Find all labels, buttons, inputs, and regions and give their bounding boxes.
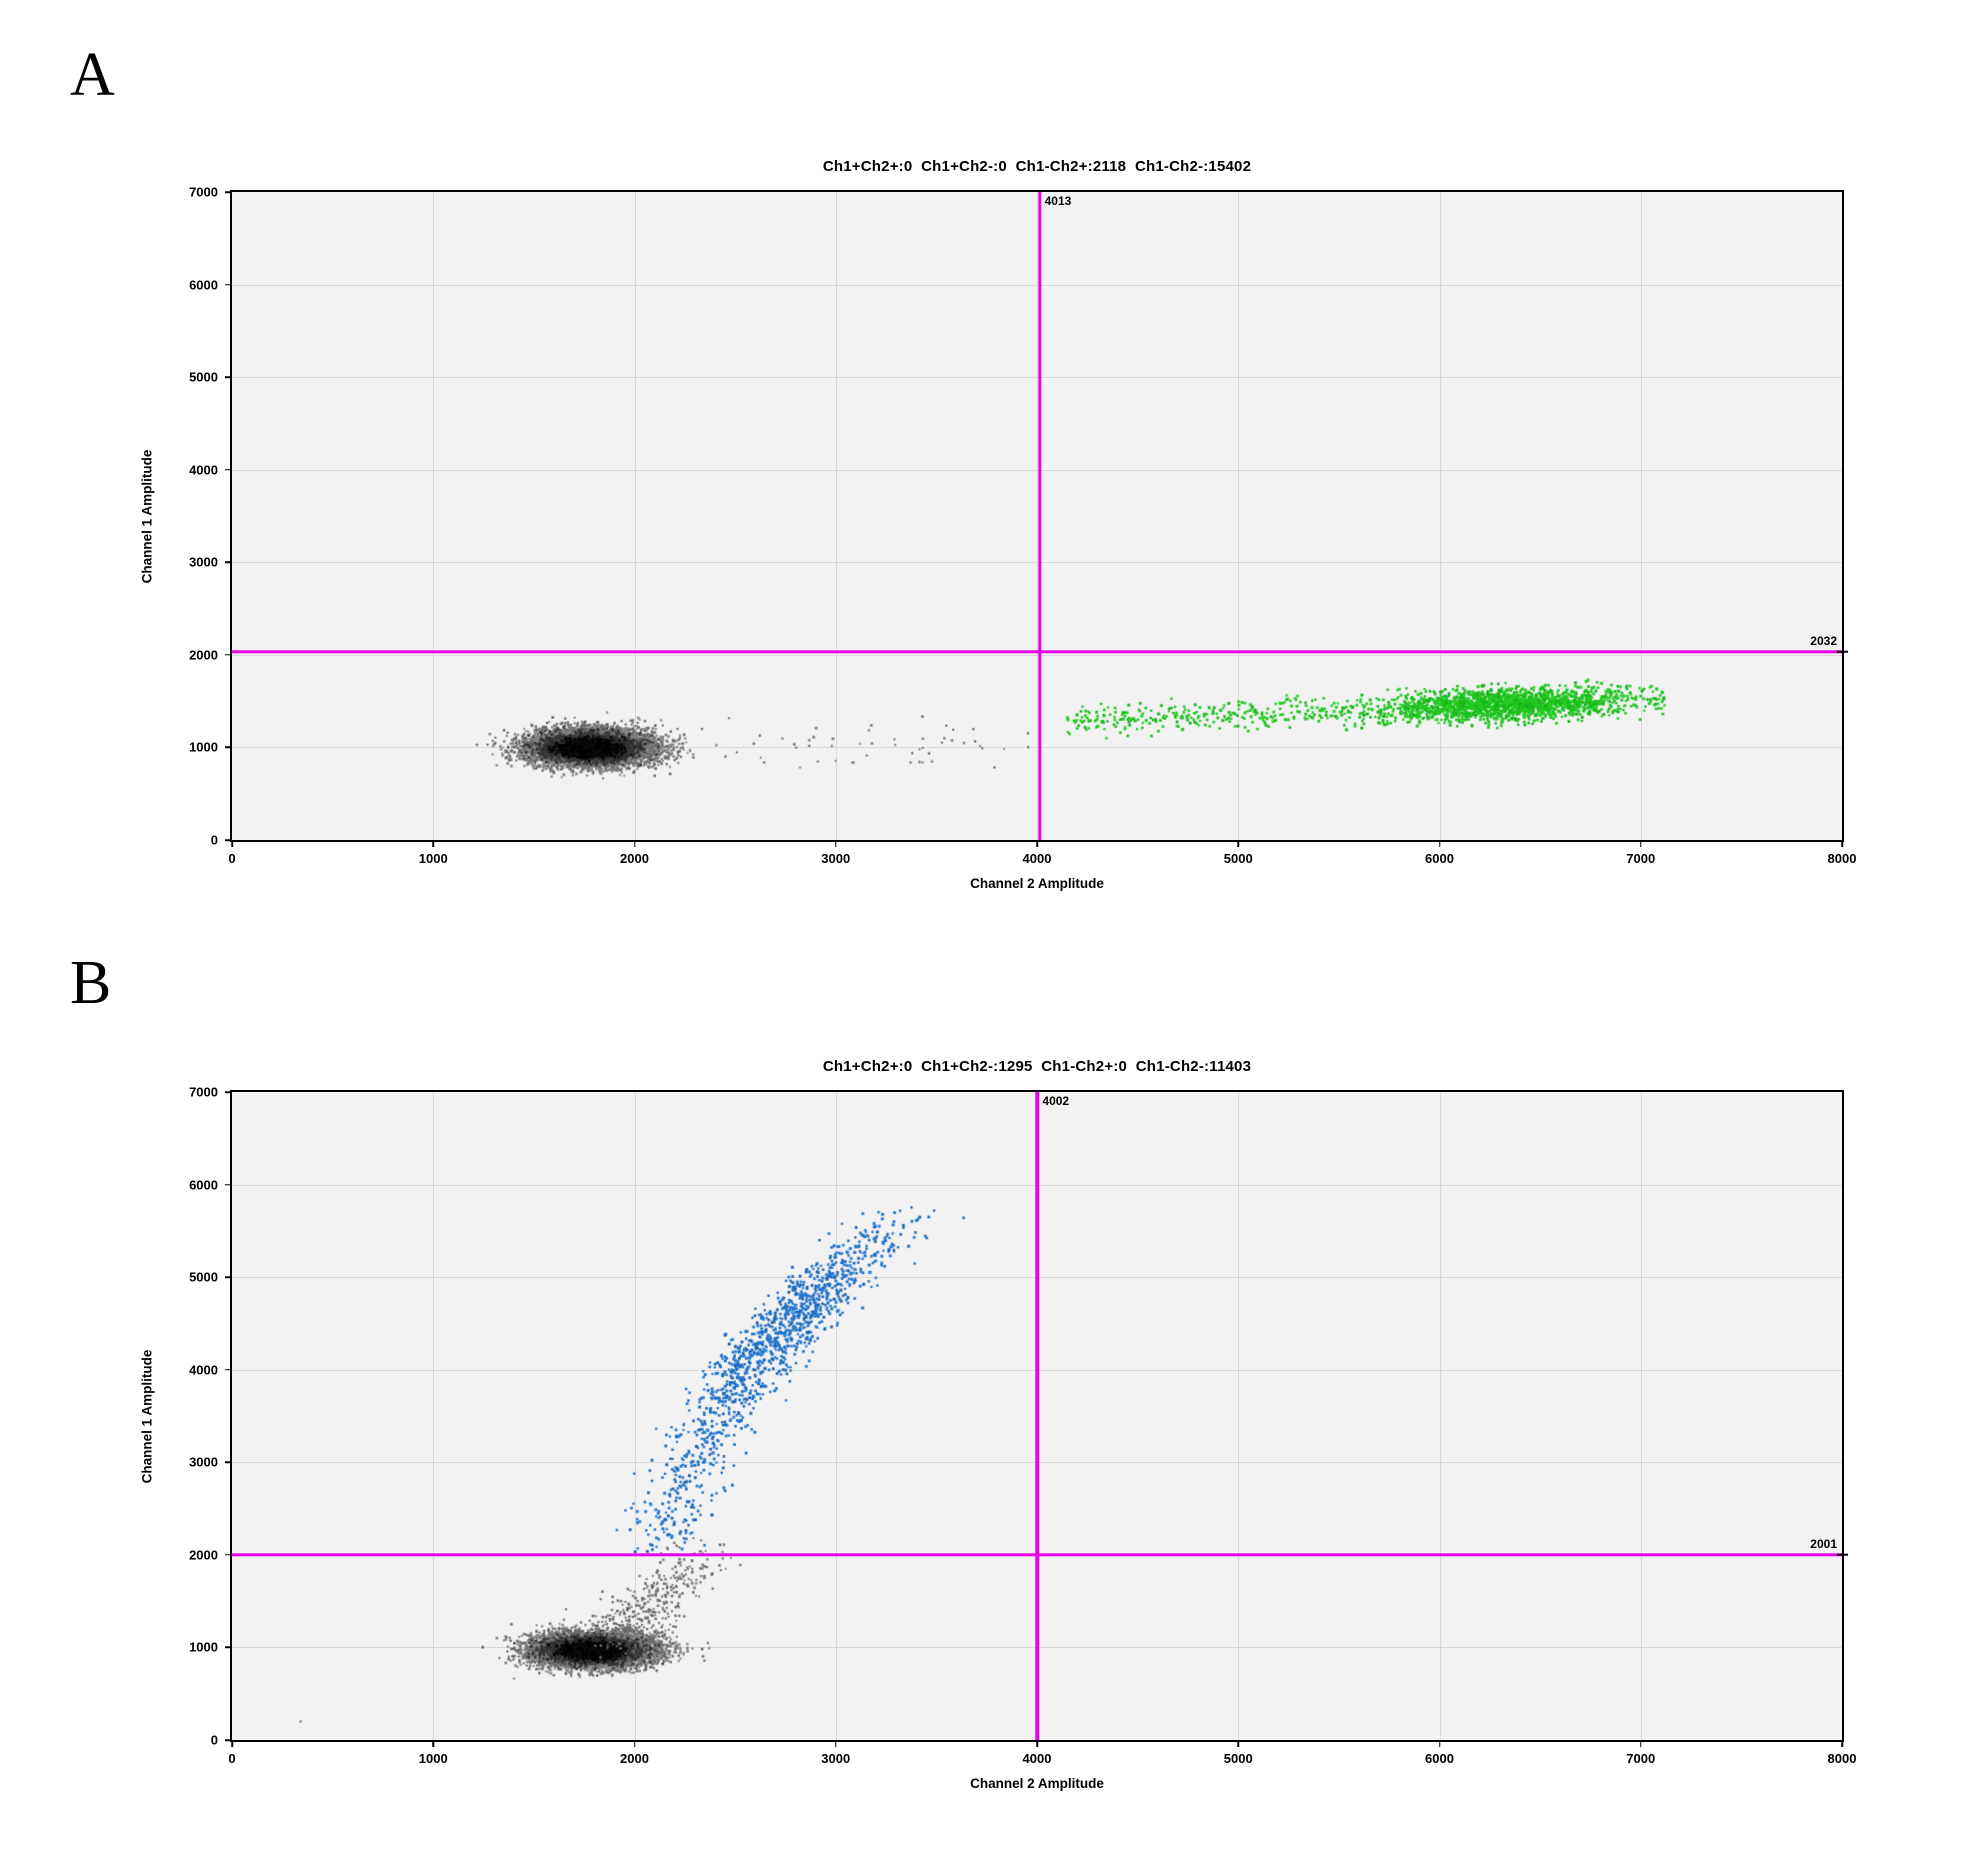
x-tick — [432, 840, 434, 847]
x-tick — [1036, 840, 1038, 847]
x-tick-label: 0 — [228, 1751, 236, 1766]
y-axis-label-b: Channel 1 Amplitude — [139, 1349, 155, 1484]
x-tick-label: 0 — [228, 851, 236, 866]
x-tick-label: 8000 — [1827, 851, 1857, 866]
y-tick-label: 4000 — [189, 462, 218, 478]
x-tick — [1438, 840, 1441, 847]
y-tick — [225, 283, 232, 286]
x-axis-label-a: Channel 2 Amplitude — [970, 876, 1104, 891]
y-axis-label-a: Channel 1 Amplitude — [139, 449, 155, 584]
y-tick — [225, 376, 232, 378]
y-tick-label: 6000 — [189, 1177, 218, 1193]
x-tick — [1237, 1740, 1239, 1747]
quadrant-counts-title-b: Ch1+Ch2+:0 Ch1+Ch2-:1295 Ch1-Ch2+:0 Ch1-… — [822, 1058, 1252, 1075]
y-tick-label: 3000 — [189, 1454, 218, 1470]
y-tick-label: 4000 — [189, 1362, 218, 1378]
panel-b-letter: B — [70, 949, 112, 1017]
x-tick — [633, 840, 636, 847]
ch2-threshold-value-a: 4013 — [1044, 194, 1072, 208]
x-tick — [1237, 840, 1239, 847]
x-tick — [231, 840, 233, 847]
y-tick — [225, 839, 232, 841]
y-tick-label: 7000 — [189, 184, 218, 200]
y-tick — [225, 1368, 232, 1371]
ch2-threshold-line-b[interactable] — [1035, 1092, 1040, 1740]
threshold-handle-tick-b[interactable] — [1837, 1553, 1848, 1557]
x-tick — [1841, 1740, 1843, 1747]
y-tick — [225, 654, 232, 656]
x-tick-label: 4000 — [1022, 851, 1052, 866]
y-tick — [225, 1276, 232, 1278]
y-tick-label: 1000 — [189, 1639, 218, 1655]
ch1-threshold-value-a: 2032 — [1810, 633, 1837, 648]
x-tick-label: 6000 — [1425, 851, 1454, 866]
y-tick — [225, 1646, 232, 1649]
threshold-handle-tick-a[interactable] — [1837, 650, 1848, 654]
scatter-plot-area-a: 4013 2032 0 1000 2000 3000 4000 5000 6000 7000 8… — [189, 185, 1856, 867]
x-tick — [1640, 1740, 1642, 1747]
y-tick-label: 7000 — [189, 1084, 218, 1100]
x-tick-label: 8000 — [1827, 1751, 1857, 1766]
x-tick-label: 6000 — [1425, 1751, 1454, 1766]
y-tick — [225, 1739, 232, 1741]
x-tick-label: 3000 — [821, 851, 851, 866]
y-tick-label: 3000 — [189, 554, 218, 570]
x-tick-label: 3000 — [821, 1751, 851, 1766]
x-tick-label: 7000 — [1626, 1751, 1656, 1766]
x-tick-label: 1000 — [418, 1751, 448, 1766]
y-tick — [225, 746, 232, 749]
ch1-threshold-value-b: 2001 — [1810, 1536, 1837, 1551]
ch2-threshold-line-a[interactable] — [1037, 192, 1042, 840]
y-tick-label: 5000 — [189, 1269, 218, 1285]
x-tick — [432, 1740, 434, 1747]
ch1-threshold-line-b[interactable] — [232, 1553, 1842, 1557]
y-tick — [225, 191, 232, 193]
y-tick — [225, 468, 232, 471]
y-tick-label: 0 — [210, 1732, 218, 1748]
x-tick — [1841, 840, 1843, 847]
y-tick — [225, 1183, 232, 1186]
droplet-scatter-canvas-a — [232, 192, 1842, 840]
y-tick-label: 2000 — [189, 647, 218, 663]
y-tick — [225, 1554, 232, 1556]
x-tick-label: 4000 — [1022, 1751, 1052, 1766]
x-tick-label: 1000 — [418, 851, 448, 866]
x-tick — [231, 1740, 233, 1747]
scatter-plot-area-b: 4002 2001 0 1000 2000 3000 4000 5000 6000 7000 8… — [189, 1085, 1856, 1767]
x-tick-label: 7000 — [1626, 851, 1656, 866]
quadrant-counts-title-a: Ch1+Ch2+:0 Ch1+Ch2-:0 Ch1-Ch2+:2118 Ch1-… — [822, 158, 1252, 175]
y-tick-label: 2000 — [189, 1547, 218, 1563]
x-tick-label: 5000 — [1223, 851, 1253, 866]
y-tick-label: 6000 — [189, 277, 218, 293]
x-tick — [1036, 1740, 1038, 1747]
y-tick-label: 1000 — [189, 739, 218, 755]
ch1-threshold-line-a[interactable] — [232, 650, 1842, 654]
x-tick — [633, 1740, 636, 1747]
y-tick — [225, 561, 232, 564]
y-tick — [225, 1091, 232, 1093]
x-tick-label: 5000 — [1223, 1751, 1253, 1766]
x-tick — [1438, 1740, 1441, 1747]
x-tick — [835, 1740, 837, 1747]
y-tick-label: 5000 — [189, 369, 218, 385]
x-tick-label: 2000 — [620, 851, 649, 866]
x-tick-label: 2000 — [620, 1751, 649, 1766]
y-tick-label: 0 — [210, 832, 218, 848]
x-tick — [1640, 840, 1642, 847]
ch2-threshold-value-b: 4002 — [1042, 1094, 1070, 1108]
x-axis-label-b: Channel 2 Amplitude — [970, 1776, 1104, 1791]
x-tick — [835, 840, 837, 847]
y-tick — [225, 1461, 232, 1464]
panel-a-letter: A — [70, 41, 115, 109]
